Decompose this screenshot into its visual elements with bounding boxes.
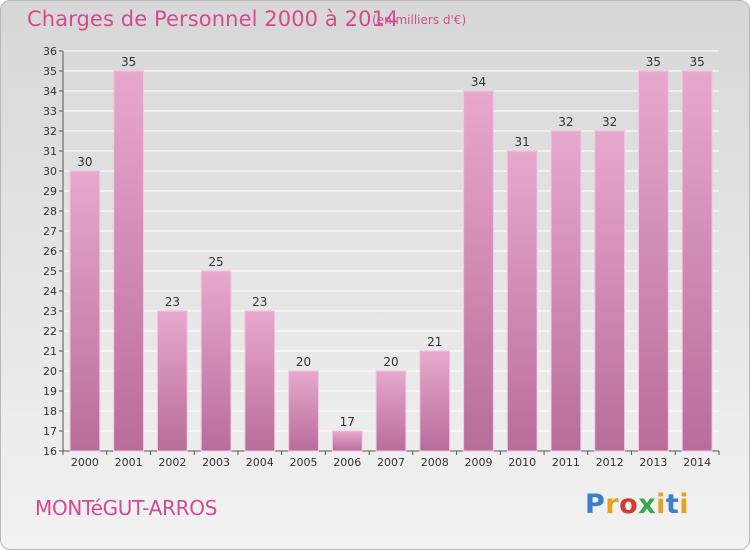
x-tick-label: 2011 (552, 456, 580, 469)
bar (681, 70, 713, 452)
x-tick-label: 2005 (290, 456, 318, 469)
x-tick-label: 2013 (639, 456, 667, 469)
y-tick-label: 28 (43, 205, 57, 218)
y-tick-label: 27 (43, 225, 57, 238)
chart-title: Charges de Personnel 2000 à 2014 (27, 7, 399, 31)
y-tick-label: 33 (43, 105, 57, 118)
y-tick-label: 31 (43, 145, 57, 158)
y-tick-label: 32 (43, 125, 57, 138)
bar (113, 70, 144, 452)
y-tick-label: 26 (43, 245, 57, 258)
data-label: 35 (689, 55, 704, 69)
x-tick-label: 2007 (377, 456, 405, 469)
logo-letter: P (585, 489, 606, 520)
bar (200, 270, 232, 452)
x-tick-label: 2002 (158, 456, 186, 469)
proxiti-logo[interactable]: Proxiti (585, 489, 689, 520)
bar (375, 370, 407, 452)
y-tick-label: 34 (43, 85, 57, 98)
logo-letter: i (679, 489, 690, 520)
x-tick-label: 2008 (421, 456, 449, 469)
y-tick-label: 29 (43, 185, 57, 198)
logo-letter: r (605, 489, 620, 520)
data-label: 17 (340, 415, 355, 429)
logo-letter: x (638, 489, 657, 520)
data-labels: 30 35 23 25 23 20 17 20 21 34 31 32 32 35 35 (77, 55, 705, 429)
y-tick-label: 22 (43, 325, 57, 338)
y-tick-label: 25 (43, 265, 57, 278)
data-label: 23 (165, 295, 180, 309)
data-label: 35 (121, 55, 136, 69)
logo-letter: t (665, 489, 680, 520)
x-tick-label: 2009 (464, 456, 492, 469)
y-tick-label: 19 (43, 385, 57, 398)
chart-subtitle: (en milliers d'€) (372, 13, 467, 27)
x-tick-label: 2014 (683, 456, 711, 469)
y-tick-label: 17 (43, 425, 57, 438)
data-label: 30 (77, 155, 92, 169)
bar (594, 130, 626, 452)
data-label: 21 (427, 335, 442, 349)
bar (506, 150, 538, 452)
data-label: 32 (602, 115, 617, 129)
bar (244, 310, 276, 452)
data-label: 20 (296, 355, 311, 369)
bar (156, 310, 188, 452)
y-tick-label: 20 (43, 365, 57, 378)
bar (550, 130, 582, 452)
x-tick-label: 2010 (508, 456, 536, 469)
bar (419, 350, 451, 452)
data-label: 32 (558, 115, 573, 129)
data-label: 23 (252, 295, 267, 309)
data-label: 20 (383, 355, 398, 369)
y-tick-label: 30 (43, 165, 57, 178)
logo-letter: i (656, 489, 666, 520)
x-tick-label: 2003 (202, 456, 230, 469)
commune-name: MONTéGUT-ARROS (35, 496, 218, 520)
bars (69, 70, 713, 452)
data-label: 25 (208, 255, 223, 269)
bar (638, 70, 669, 452)
y-tick-label: 16 (43, 445, 57, 458)
y-tick-label: 24 (43, 285, 57, 298)
x-tick-label: 2004 (246, 456, 274, 469)
y-tick-label: 18 (43, 405, 57, 418)
data-label: 35 (646, 55, 661, 69)
bar (288, 370, 319, 452)
data-label: 34 (471, 75, 486, 89)
y-tick-label: 23 (43, 305, 57, 318)
y-tick-label: 36 (43, 45, 57, 58)
x-tick-label: 2012 (596, 456, 624, 469)
y-tick-label: 21 (43, 345, 57, 358)
bar (463, 90, 494, 452)
x-tick-label: 2006 (333, 456, 361, 469)
y-tick-label: 35 (43, 65, 57, 78)
bar (331, 430, 363, 452)
x-tick-label: 2001 (115, 456, 143, 469)
x-tick-label: 2000 (71, 456, 99, 469)
logo-letter: o (619, 489, 639, 520)
data-label: 31 (515, 135, 530, 149)
bar (69, 170, 101, 452)
